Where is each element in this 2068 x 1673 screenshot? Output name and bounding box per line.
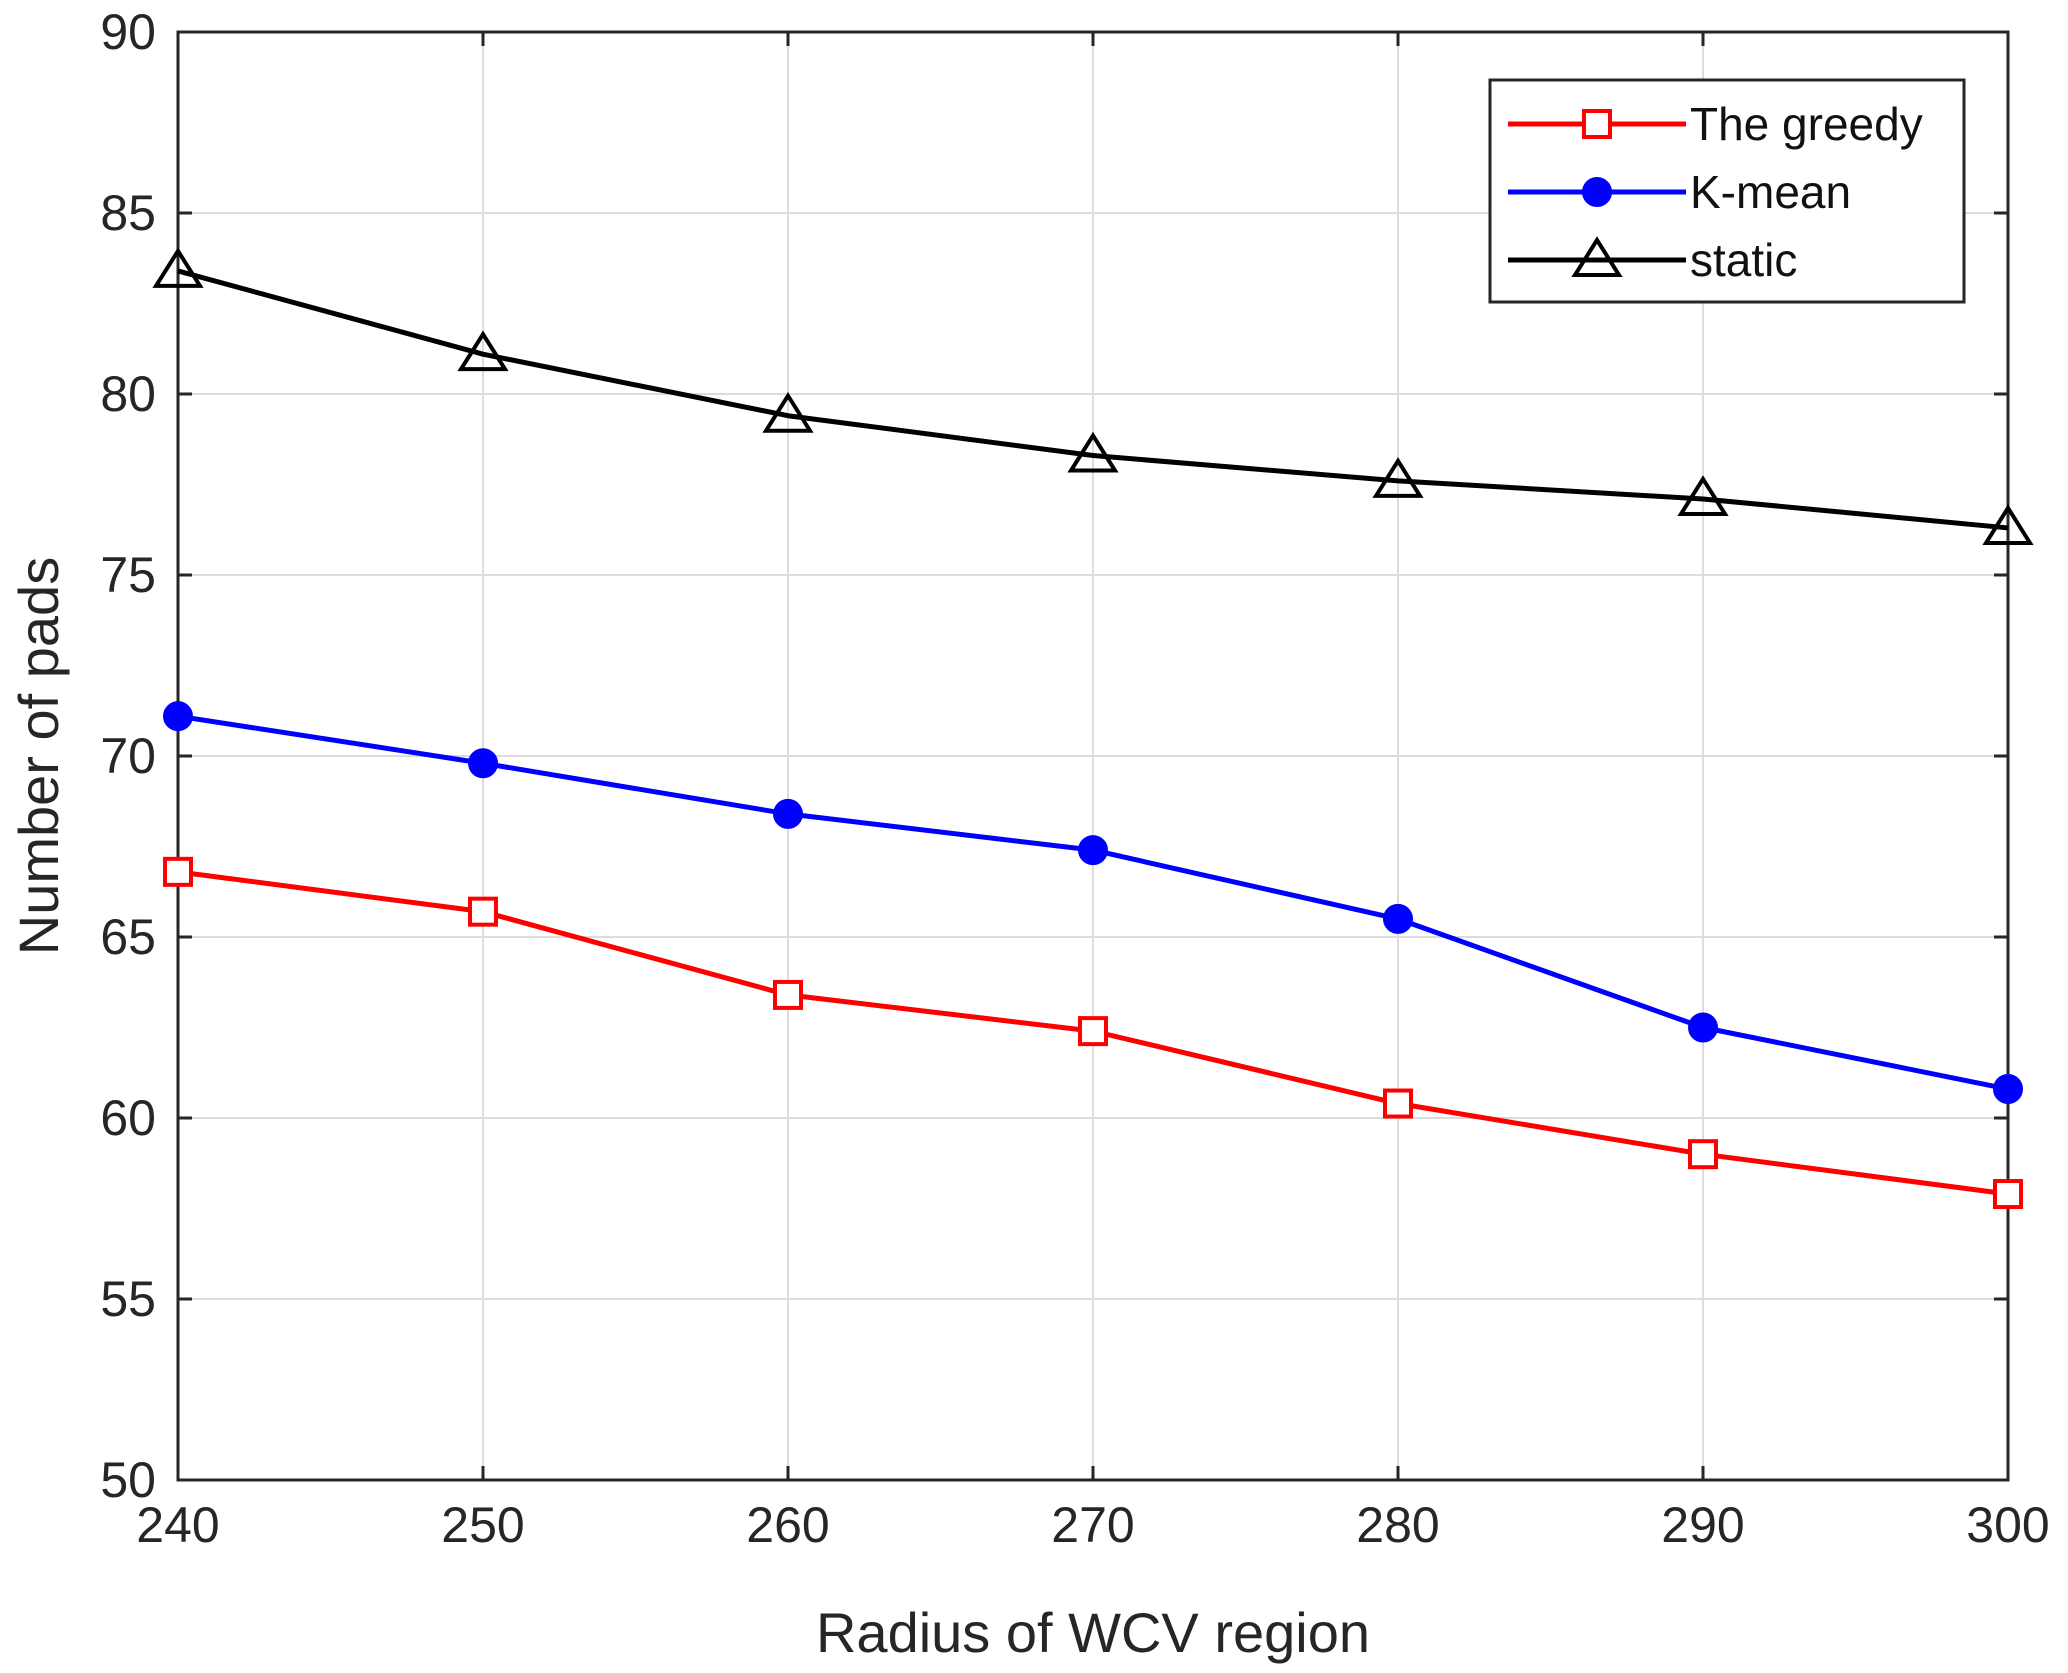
y-tick-label: 80 (100, 366, 156, 422)
data-point-marker (163, 701, 193, 732)
data-point-marker (1067, 431, 1119, 473)
legend-item: The greedy (1508, 98, 1923, 150)
axis-ticks: 240 250 260 270 280 290 300 50 55 60 65 70 75 80 85 90 (100, 4, 2049, 1553)
series-lines (152, 247, 2034, 1210)
data-point-marker (1688, 1012, 1718, 1043)
y-tick-label: 70 (100, 728, 156, 784)
x-tick-label: 270 (1051, 1497, 1134, 1553)
y-tick-label: 65 (100, 909, 156, 965)
y-tick-label: 55 (100, 1271, 156, 1327)
series-the-greedy (163, 856, 2023, 1210)
data-point-marker (1372, 457, 1424, 498)
legend: The greedy K-mean static (1488, 78, 1966, 304)
x-tick-label: 280 (1356, 1497, 1439, 1553)
x-tick-label: 290 (1661, 1497, 1744, 1553)
data-point-marker (773, 798, 803, 829)
x-tick-label: 260 (746, 1497, 829, 1553)
legend-label: K-mean (1690, 166, 1851, 218)
y-tick-label: 85 (100, 185, 156, 241)
legend-item: static (1508, 234, 1797, 286)
data-point-marker (1078, 1016, 1108, 1047)
data-point-marker (762, 391, 814, 433)
data-point-marker (1383, 1088, 1413, 1119)
x-axis-title: Radius of WCV region (816, 1601, 1370, 1664)
data-point-marker (1993, 1179, 2023, 1210)
data-point-marker (773, 979, 803, 1010)
data-point-marker (468, 896, 498, 927)
series-static (152, 247, 2034, 545)
y-tick-label: 50 (100, 1452, 156, 1508)
y-axis-title: Number of pads (7, 557, 70, 955)
data-point-marker (1993, 1074, 2023, 1105)
x-tick-label: 250 (441, 1497, 524, 1553)
y-tick-label: 90 (100, 4, 156, 60)
x-tick-label: 300 (1966, 1497, 2049, 1553)
x-tick-label: 240 (136, 1497, 219, 1553)
data-point-marker (468, 748, 498, 779)
y-tick-label: 60 (100, 1090, 156, 1146)
data-point-marker (163, 856, 193, 887)
data-point-marker (152, 247, 204, 288)
legend-marker (1582, 177, 1612, 207)
data-point-marker (1677, 475, 1729, 516)
legend-marker (1571, 236, 1623, 277)
data-point-marker (457, 330, 509, 372)
y-tick-label: 75 (100, 547, 156, 603)
legend-label: static (1690, 234, 1797, 286)
data-point-marker (1982, 504, 2034, 545)
series-line (177, 268, 2009, 531)
data-point-marker (1383, 903, 1413, 934)
legend-marker (1582, 109, 1612, 139)
data-point-marker (1078, 835, 1108, 866)
legend-label: The greedy (1690, 98, 1923, 150)
data-point-marker (1688, 1139, 1718, 1170)
legend-item: K-mean (1508, 166, 1851, 218)
series-k-mean (163, 701, 2023, 1105)
